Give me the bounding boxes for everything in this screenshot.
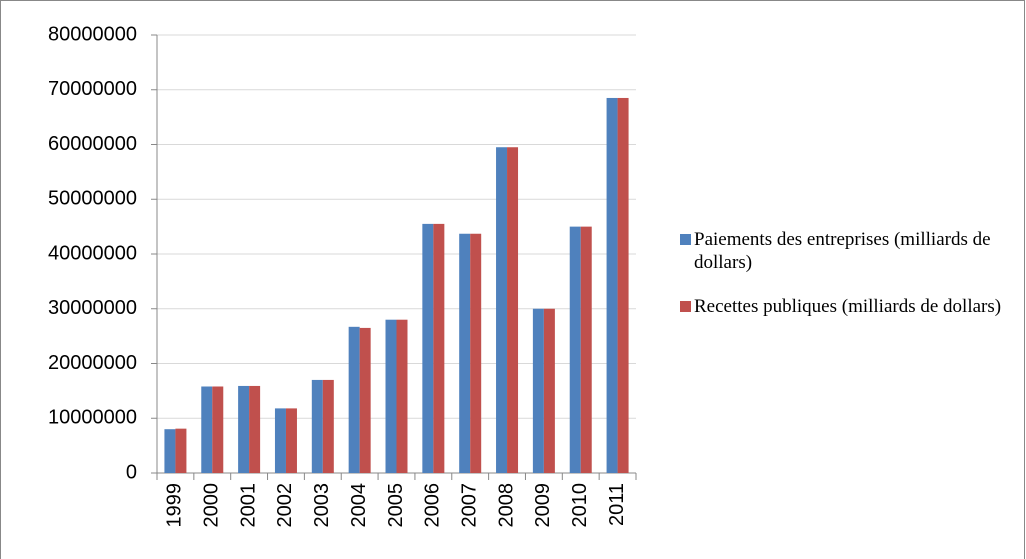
bar <box>496 147 508 474</box>
y-tick-label: 80000000 <box>48 23 137 45</box>
y-tick-label: 0 <box>126 461 137 483</box>
legend-swatch <box>680 301 691 312</box>
y-tick-label: 20000000 <box>48 352 137 374</box>
x-tick-label: 2011 <box>606 483 628 526</box>
bar <box>212 386 224 473</box>
y-tick-label: 60000000 <box>48 133 137 155</box>
x-tick-label: 2010 <box>569 483 591 528</box>
x-tick-label: 2008 <box>495 483 517 528</box>
y-tick-label: 10000000 <box>48 407 137 429</box>
bar <box>238 385 250 473</box>
bar <box>348 326 360 473</box>
x-tick-label: 2009 <box>532 483 554 528</box>
bar <box>285 408 297 473</box>
y-tick-label: 30000000 <box>48 297 137 319</box>
bar <box>433 223 445 473</box>
bar <box>543 308 555 473</box>
bar <box>201 386 213 473</box>
x-tick-label: 2006 <box>422 483 444 528</box>
bar <box>470 233 482 473</box>
bar <box>532 308 544 473</box>
bar <box>322 379 334 473</box>
x-tick-label: 2002 <box>274 483 296 528</box>
bar <box>164 429 176 473</box>
x-tick-label: 2003 <box>311 483 333 528</box>
x-tick-label: 2000 <box>201 483 223 528</box>
x-tick-label: 2007 <box>458 483 480 528</box>
bar <box>311 379 323 473</box>
bar <box>617 97 629 474</box>
legend-label: Paiements des entreprises (milliards de … <box>694 229 991 273</box>
y-tick-label: 70000000 <box>48 78 137 100</box>
bar <box>396 319 408 473</box>
legend-item: Paiements des entreprises (milliards de … <box>680 228 1015 274</box>
bar <box>274 408 286 473</box>
y-tick-label: 50000000 <box>48 188 137 210</box>
bar <box>459 233 471 473</box>
bar <box>175 428 187 473</box>
x-tick-label: 1999 <box>164 483 186 528</box>
legend-item: Recettes publiques (milliards de dollars… <box>680 295 1015 318</box>
x-tick-label: 2004 <box>348 483 370 528</box>
bar <box>507 147 519 474</box>
x-tick-label: 2005 <box>385 483 407 528</box>
y-tick-label: 40000000 <box>48 242 137 264</box>
bar <box>569 226 581 473</box>
legend-swatch <box>680 234 691 245</box>
bar <box>385 319 397 473</box>
bar <box>359 327 371 473</box>
bar <box>606 97 618 474</box>
bar <box>580 226 592 473</box>
bar <box>249 385 261 473</box>
legend-label: Recettes publiques (milliards de dollars… <box>694 296 1002 317</box>
x-tick-label: 2001 <box>237 483 259 528</box>
bar <box>422 223 434 473</box>
